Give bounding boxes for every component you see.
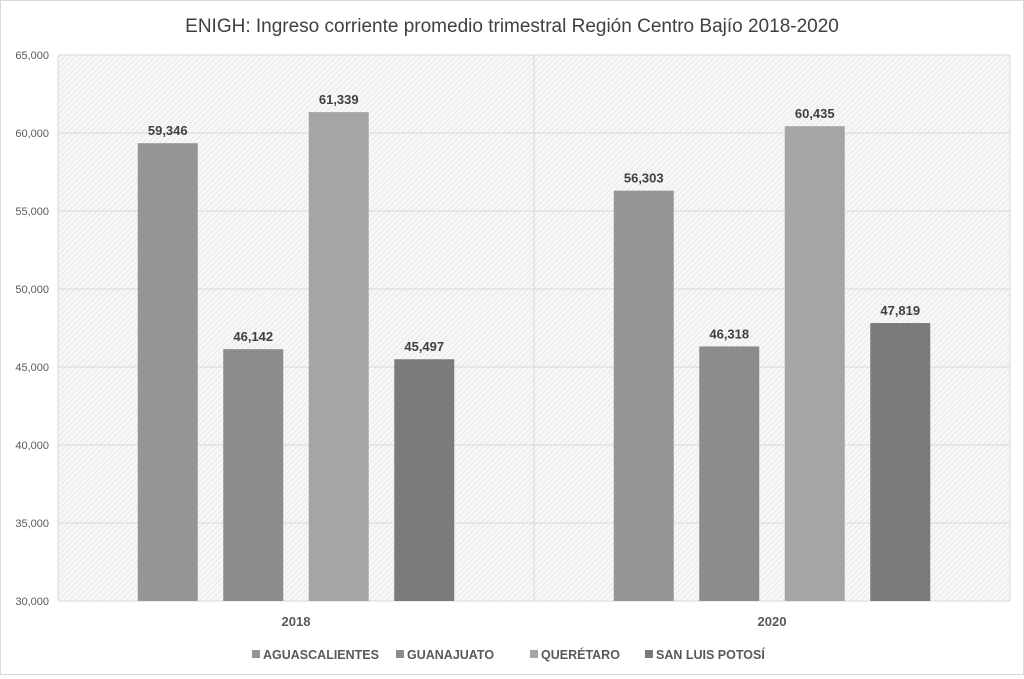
x-tick-label: 2018 [282, 614, 311, 629]
y-tick-label: 30,000 [15, 596, 49, 608]
legend-swatch [252, 650, 260, 658]
y-tick-label: 65,000 [15, 50, 49, 62]
bar-guanajuato-2020 [699, 346, 760, 601]
data-label: 46,142 [233, 329, 273, 344]
legend-label: GUANAJUATO [407, 648, 494, 662]
bar-aguascalientes-2020 [613, 190, 674, 601]
legend-swatch [530, 650, 538, 658]
y-tick-label: 40,000 [15, 440, 49, 452]
legend-label: SAN LUIS POTOSÍ [656, 647, 765, 662]
legend-swatch [645, 650, 653, 658]
y-tick-label: 50,000 [15, 284, 49, 296]
bar-san-luis-potos--2018 [394, 359, 455, 601]
x-tick-label: 2020 [758, 614, 787, 629]
data-label: 47,819 [880, 303, 920, 318]
data-label: 45,497 [404, 339, 444, 354]
bar-quer-taro-2018 [308, 112, 369, 601]
y-tick-label: 60,000 [15, 128, 49, 140]
data-label: 56,303 [624, 171, 664, 186]
bar-guanajuato-2018 [223, 349, 284, 601]
data-label: 46,318 [709, 326, 749, 341]
bar-quer-taro-2020 [784, 126, 845, 602]
legend-label: QUERÉTARO [541, 647, 620, 662]
y-tick-label: 35,000 [15, 518, 49, 530]
data-label: 61,339 [319, 92, 359, 107]
legend-label: AGUASCALIENTES [263, 648, 379, 662]
data-label: 59,346 [148, 123, 188, 138]
y-tick-label: 45,000 [15, 362, 49, 374]
legend-swatch [396, 650, 404, 658]
data-label: 60,435 [795, 106, 835, 121]
bar-san-luis-potos--2020 [870, 323, 931, 601]
chart-title: ENIGH: Ingreso corriente promedio trimes… [185, 16, 839, 37]
bar-aguascalientes-2018 [137, 143, 198, 601]
y-tick-label: 55,000 [15, 206, 49, 218]
